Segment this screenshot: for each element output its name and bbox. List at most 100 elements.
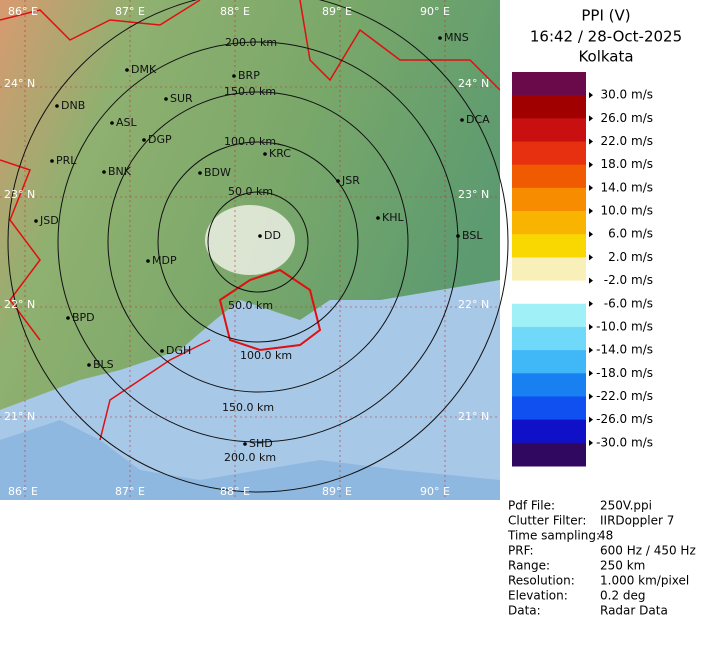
range-label: 50.0 km bbox=[228, 185, 273, 198]
city-label: BNK bbox=[108, 165, 132, 178]
city-dot bbox=[125, 68, 129, 72]
city-label: BPD bbox=[72, 311, 95, 324]
legend-label: -26.0 m/s bbox=[596, 412, 653, 426]
lat-label: 21° N bbox=[4, 410, 35, 423]
lon-label: 90° E bbox=[420, 485, 450, 498]
city-dot bbox=[160, 349, 164, 353]
lon-label: 89° E bbox=[322, 485, 352, 498]
lat-label: 24° N bbox=[458, 77, 489, 90]
legend-pointer bbox=[589, 254, 593, 261]
city-dot bbox=[198, 171, 202, 175]
info-value: 48 bbox=[598, 529, 613, 543]
city-dot bbox=[50, 159, 54, 163]
range-ring bbox=[107, 91, 409, 393]
range-label: 100.0 km bbox=[240, 349, 292, 362]
city-dot bbox=[164, 97, 168, 101]
legend-pointer bbox=[589, 347, 593, 354]
lat-label: 22° N bbox=[4, 298, 35, 311]
legend-label: 14.0 m/s bbox=[600, 180, 653, 194]
legend-label: 22.0 m/s bbox=[600, 134, 653, 148]
legend-swatch bbox=[512, 396, 586, 421]
legend-swatch bbox=[512, 164, 586, 189]
info-key: Clutter Filter: bbox=[508, 514, 586, 528]
city-dot bbox=[460, 118, 464, 122]
city-label: KHL bbox=[382, 211, 404, 224]
lat-label: 24° N bbox=[4, 77, 35, 90]
legend-swatch bbox=[512, 257, 586, 282]
info-value: 250V.ppi bbox=[600, 499, 652, 513]
city-dot bbox=[438, 36, 442, 40]
sea bbox=[0, 280, 500, 500]
legend-pointer bbox=[589, 323, 593, 330]
legend-label: -6.0 m/s bbox=[604, 296, 653, 310]
city-label: PRL bbox=[56, 154, 77, 167]
info-value: Radar Data bbox=[600, 604, 668, 618]
city-dot bbox=[263, 152, 267, 156]
lon-label: 90° E bbox=[420, 5, 450, 18]
lon-label: 88° E bbox=[220, 485, 250, 498]
city-dot bbox=[87, 363, 91, 367]
range-label: 200.0 km bbox=[225, 36, 277, 49]
legend-label: 18.0 m/s bbox=[600, 157, 653, 171]
legend-label: 6.0 m/s bbox=[608, 227, 653, 241]
legend-pointer bbox=[589, 231, 593, 238]
city-label: BDW bbox=[204, 166, 231, 179]
city-label: DCA bbox=[466, 113, 490, 126]
lon-label: 89° E bbox=[322, 5, 352, 18]
legend-label: 10.0 m/s bbox=[600, 204, 653, 218]
city-label: DD bbox=[264, 229, 281, 242]
city-dot bbox=[456, 234, 460, 238]
legend-pointer bbox=[589, 300, 593, 307]
city-label: BSL bbox=[462, 229, 483, 242]
city-dot bbox=[142, 138, 146, 142]
city-dot bbox=[376, 216, 380, 220]
legend-pointer bbox=[589, 208, 593, 215]
range-label: 50.0 km bbox=[228, 299, 273, 312]
info-key: Resolution: bbox=[508, 574, 575, 588]
city-dot bbox=[243, 442, 247, 446]
range-label: 150.0 km bbox=[224, 85, 276, 98]
legend-pointer bbox=[589, 416, 593, 423]
legend-pointer bbox=[589, 115, 593, 122]
info-key: Range: bbox=[508, 559, 550, 573]
info-key: Time sampling: bbox=[507, 529, 600, 543]
range-ring bbox=[7, 0, 509, 493]
city-dot bbox=[55, 104, 59, 108]
city-label: SHD bbox=[249, 437, 273, 450]
legend-swatch bbox=[512, 187, 586, 212]
sea-deep bbox=[0, 420, 500, 500]
city-dot bbox=[34, 219, 38, 223]
legend-label: 26.0 m/s bbox=[600, 111, 653, 125]
legend-label: -2.0 m/s bbox=[604, 273, 653, 287]
city-dot bbox=[102, 170, 106, 174]
lat-label: 23° N bbox=[4, 188, 35, 201]
city-label: BRP bbox=[238, 69, 260, 82]
city-label: MDP bbox=[152, 254, 177, 267]
city-dot bbox=[146, 259, 150, 263]
lon-label: 87° E bbox=[115, 5, 145, 18]
range-ring bbox=[207, 191, 309, 293]
lon-label: 86° E bbox=[8, 485, 38, 498]
legend-label: 30.0 m/s bbox=[600, 88, 653, 102]
legend-swatch bbox=[512, 141, 586, 166]
legend-pointer bbox=[589, 439, 593, 446]
range-label: 150.0 km bbox=[222, 401, 274, 414]
city-dot bbox=[258, 234, 262, 238]
city-dot bbox=[66, 316, 70, 320]
legend-label: -10.0 m/s bbox=[596, 319, 653, 333]
legend-swatch bbox=[512, 72, 586, 96]
range-label: 100.0 km bbox=[224, 135, 276, 148]
legend-swatch bbox=[512, 118, 586, 143]
info-key: Elevation: bbox=[508, 589, 568, 603]
city-label: JSR bbox=[341, 174, 360, 187]
legend-swatch bbox=[512, 442, 586, 467]
title: PPI (V) bbox=[581, 7, 630, 25]
city-dot bbox=[336, 179, 340, 183]
legend-swatch bbox=[512, 303, 586, 328]
legend-pointer bbox=[589, 393, 593, 400]
city-label: JSD bbox=[39, 214, 59, 227]
legend-pointer bbox=[589, 184, 593, 191]
legend-swatch bbox=[512, 373, 586, 397]
legend-swatch bbox=[512, 350, 586, 374]
